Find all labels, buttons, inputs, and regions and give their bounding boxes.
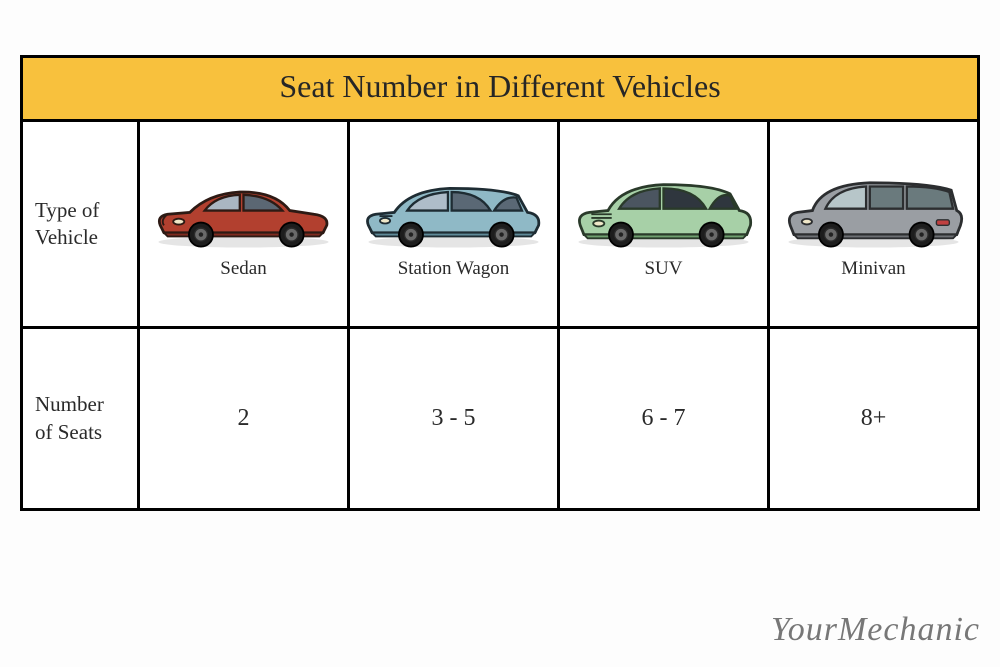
vehicle-name: Sedan xyxy=(220,258,266,280)
wagon-illustration xyxy=(361,168,546,251)
seats-row-label: Number of Seats xyxy=(23,329,140,508)
suv-illustration xyxy=(571,168,756,251)
vehicle-type-row: Type of Vehicle Sedan xyxy=(23,122,977,326)
vehicle-name: SUV xyxy=(644,258,682,280)
seat-count: 3 - 5 xyxy=(432,405,476,432)
seat-count: 8+ xyxy=(861,405,887,432)
seat-cell-minivan: 8+ xyxy=(770,329,977,508)
vehicle-name: Minivan xyxy=(841,258,905,280)
watermark: YourMechanic xyxy=(771,611,980,649)
seat-cell-suv: 6 - 7 xyxy=(560,329,770,508)
sedan-illustration xyxy=(151,168,336,251)
vehicle-cell-wagon: Station Wagon xyxy=(350,122,560,326)
vehicle-cell-minivan: Minivan xyxy=(770,122,977,326)
vehicle-row-label: Type of Vehicle xyxy=(23,122,140,326)
seat-cell-wagon: 3 - 5 xyxy=(350,329,560,508)
vehicle-cell-suv: SUV xyxy=(560,122,770,326)
seat-count: 2 xyxy=(238,405,250,432)
seat-count: 6 - 7 xyxy=(642,405,686,432)
seat-count-row: Number of Seats 2 3 - 5 6 - 7 8+ xyxy=(23,326,977,508)
vehicle-cell-sedan: Sedan xyxy=(140,122,350,326)
minivan-illustration xyxy=(781,168,966,251)
vehicle-seats-table: Seat Number in Different Vehicles Type o… xyxy=(20,55,980,511)
seat-cell-sedan: 2 xyxy=(140,329,350,508)
vehicle-name: Station Wagon xyxy=(398,258,510,280)
table-title-bar: Seat Number in Different Vehicles xyxy=(23,58,977,122)
table-title: Seat Number in Different Vehicles xyxy=(279,68,720,104)
